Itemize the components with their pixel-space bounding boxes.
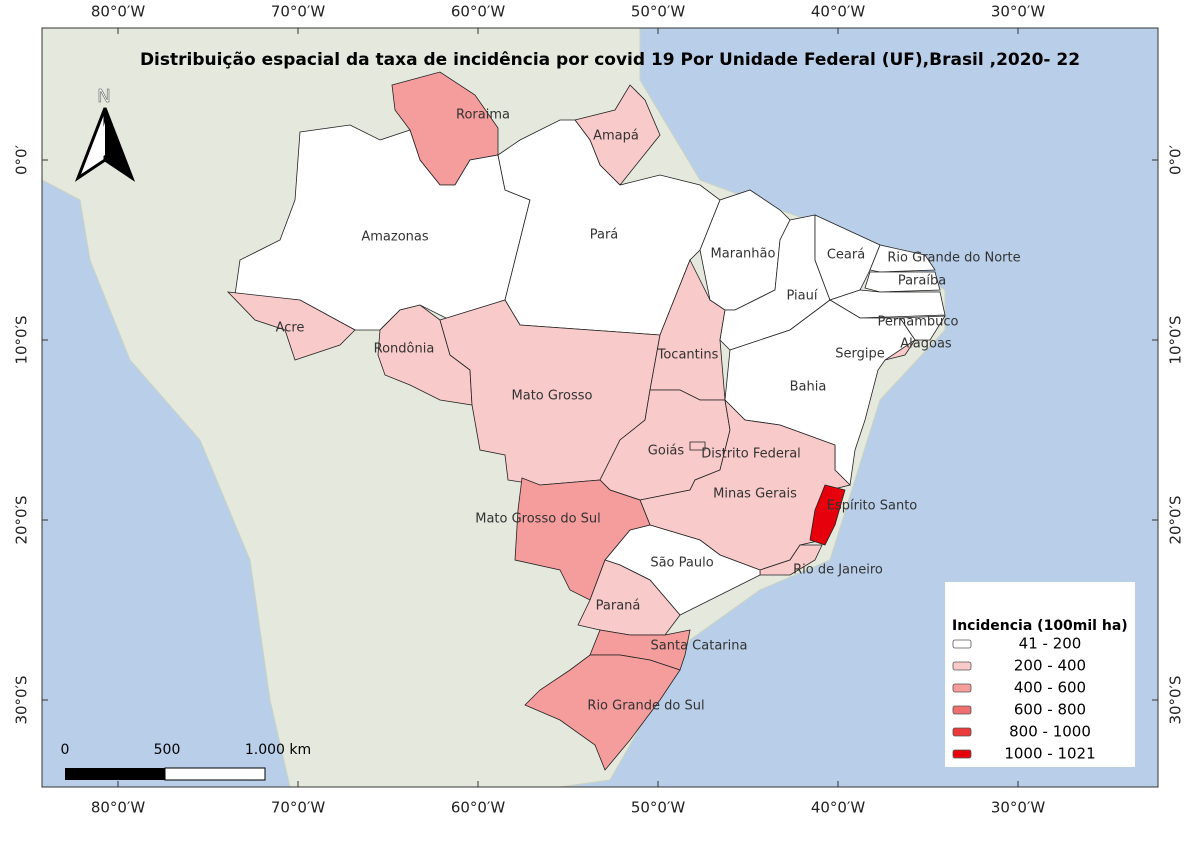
state-label: Rondônia	[374, 342, 435, 357]
state-label: Paraná	[596, 599, 641, 614]
longitude-label: 80°0′W	[91, 3, 146, 21]
scale-segment	[65, 768, 165, 780]
longitude-label: 80°0′W	[91, 799, 146, 817]
latitude-label: 10°0′S	[1167, 315, 1185, 364]
state-area	[869, 244, 936, 273]
scale-label: 500	[154, 742, 181, 758]
state-area	[497, 119, 721, 336]
state-label: Maranhão	[711, 247, 776, 262]
legend-label: 800 - 1000	[1009, 723, 1091, 741]
state-label: Roraima	[456, 108, 510, 123]
north-label: N	[97, 86, 110, 107]
state-label: Espírito Santo	[827, 499, 918, 514]
state-label: Alagoas	[900, 337, 952, 352]
legend-label: 400 - 600	[1014, 679, 1086, 697]
legend-label: 200 - 400	[1014, 657, 1086, 675]
latitude-label: 0°0′	[1167, 144, 1185, 175]
state-label: Piauí	[787, 289, 818, 304]
state-area	[689, 441, 706, 451]
state-area	[524, 654, 681, 771]
scale-bar: 0 500 1.000 km	[61, 742, 311, 781]
state-label: Paraíba	[898, 274, 946, 289]
state-label: Mato Grosso do Sul	[475, 512, 601, 527]
longitude-label: 70°0′W	[271, 799, 326, 817]
longitude-label: 40°0′W	[811, 799, 866, 817]
state-area	[809, 484, 846, 546]
state-label: Sergipe	[835, 347, 884, 362]
scale-label: 0	[61, 742, 70, 758]
legend-swatch	[952, 639, 972, 649]
legend-swatch	[952, 683, 972, 693]
state-label: Rio Grande do Sul	[587, 699, 704, 714]
latitude-label: 10°0′S	[13, 315, 31, 364]
state-label: São Paulo	[650, 556, 713, 571]
state-label: Santa Catarina	[651, 639, 748, 654]
state-area	[577, 559, 681, 636]
longitude-label: 50°0′W	[631, 3, 686, 21]
state-area	[226, 291, 356, 361]
scale-label: 1.000 km	[245, 742, 311, 758]
latitude-label: 30°0′S	[13, 675, 31, 724]
north-arrow-inner	[92, 122, 105, 165]
legend: Incidencia (100mil ha) 41 - 200 200 - 400…	[945, 582, 1135, 767]
state-label: Distrito Federal	[701, 447, 801, 462]
latitude-label: 30°0′S	[1167, 675, 1185, 724]
longitude-label: 30°0′W	[991, 3, 1046, 21]
legend-label: 600 - 800	[1014, 701, 1086, 719]
legend-box	[945, 582, 1135, 767]
longitude-label: 60°0′W	[451, 799, 506, 817]
legend-label: 41 - 200	[1019, 635, 1082, 653]
latitude-label: 0°0′	[13, 144, 31, 175]
north-arrow: N	[74, 86, 136, 182]
legend-title: Incidencia (100mil ha)	[952, 618, 1128, 634]
legend-swatch	[952, 661, 972, 671]
states-layer: Roraima Amapá Amazonas Pará Acre Rondônia Mato…	[226, 71, 1021, 771]
state-label: Rio Grande do Norte	[887, 251, 1020, 266]
state-label: Pará	[590, 228, 619, 243]
latitude-label: 20°0′S	[1167, 495, 1185, 544]
longitude-label: 30°0′W	[991, 799, 1046, 817]
state-area	[864, 271, 941, 293]
legend-swatch	[952, 727, 972, 737]
state-area	[514, 477, 651, 601]
state-label: Acre	[276, 321, 305, 336]
state-label: Tocantins	[657, 348, 719, 363]
longitude-label: 60°0′W	[451, 3, 506, 21]
state-label: Ceará	[827, 248, 865, 263]
state-label: Amazonas	[361, 230, 429, 245]
legend-label: 1000 - 1021	[1004, 745, 1095, 763]
map-title: Distribuição espacial da taxa de incidên…	[140, 50, 1080, 70]
longitude-label: 40°0′W	[811, 3, 866, 21]
state-label: Bahia	[790, 380, 827, 395]
legend-swatch	[952, 705, 972, 715]
latitude-label: 20°0′S	[13, 495, 31, 544]
state-label: Minas Gerais	[713, 487, 797, 502]
longitude-label: 50°0′W	[631, 799, 686, 817]
state-label: Mato Grosso	[512, 389, 593, 404]
state-label: Rio de Janeiro	[793, 563, 883, 578]
state-label: Pernambuco	[878, 315, 959, 330]
legend-swatch	[952, 749, 972, 759]
longitude-label: 70°0′W	[271, 3, 326, 21]
map-frame	[41, 27, 1159, 788]
scale-segment	[164, 767, 266, 781]
state-label: Amapá	[593, 129, 639, 144]
state-label: Goiás	[648, 444, 685, 459]
